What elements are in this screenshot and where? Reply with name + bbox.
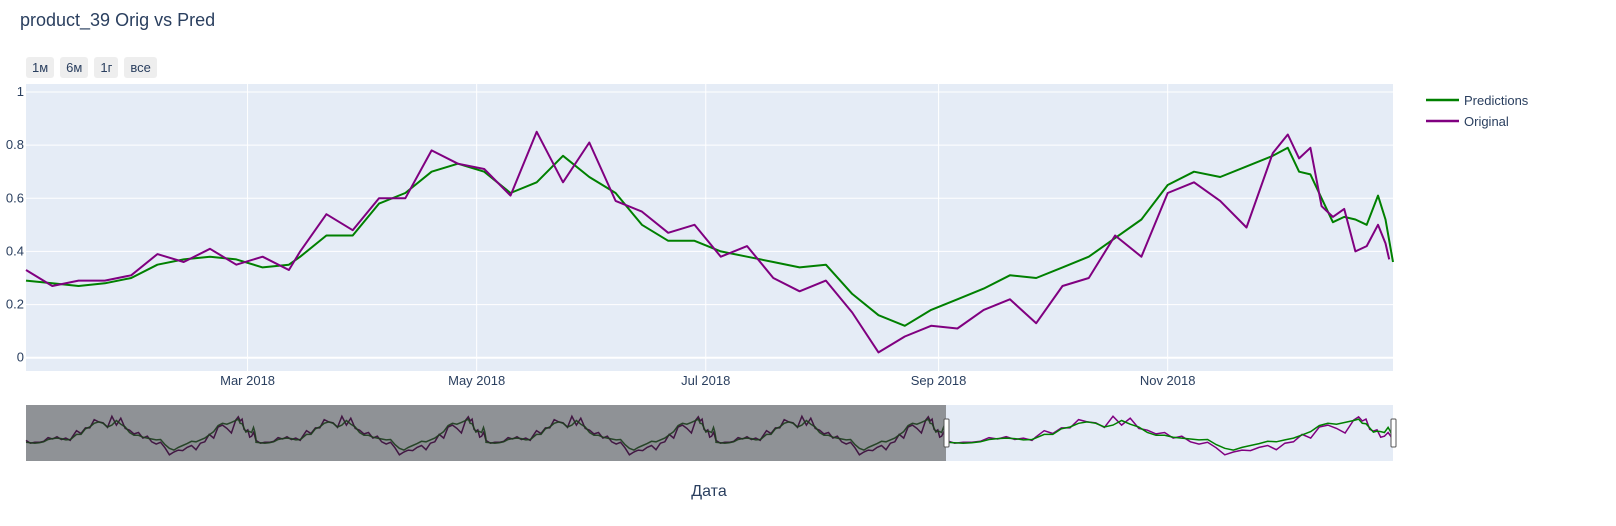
legend-item-predictions[interactable]: Predictions: [1426, 93, 1529, 108]
range-slider-left-handle[interactable]: [943, 418, 950, 448]
range-slider-masked-line-predictions: [25, 418, 947, 451]
x-grid: [247, 84, 1169, 371]
y-tick-label: 0.2: [6, 297, 24, 312]
range-slider-masked-series: [25, 414, 947, 456]
range-selector: 1м 6м 1г все: [26, 57, 157, 78]
x-tick-label: Sep 2018: [911, 373, 967, 388]
y-tick-label: 0.6: [6, 190, 24, 205]
series-layer: [25, 130, 1394, 354]
series-line-original[interactable]: [25, 130, 1391, 354]
plot-area[interactable]: [26, 84, 1393, 371]
x-axis-ticks: Mar 2018 May 2018 Jul 2018 Sep 2018 Nov 2018: [220, 373, 1195, 388]
x-tick-label: Nov 2018: [1140, 373, 1196, 388]
range-slider-line-predictions: [945, 418, 1394, 451]
range-slider-series: [945, 415, 1394, 456]
x-axis-title: Дата: [691, 483, 727, 500]
x-tick-label: Mar 2018: [220, 373, 275, 388]
range-button-all[interactable]: все: [124, 57, 157, 78]
x-tick-label: Jul 2018: [681, 373, 730, 388]
x-tick-label: May 2018: [448, 373, 505, 388]
range-button-6m[interactable]: 6м: [60, 57, 89, 78]
y-axis-ticks: 0 0.2 0.4 0.6 0.8 1: [6, 84, 24, 365]
legend-label-predictions: Predictions: [1464, 93, 1529, 108]
range-slider-mask: [26, 405, 946, 461]
legend-label-original: Original: [1464, 114, 1509, 129]
legend-item-original[interactable]: Original: [1426, 114, 1509, 129]
range-slider[interactable]: [25, 405, 1397, 461]
range-slider-right-handle[interactable]: [1390, 418, 1397, 448]
chart-title: product_39 Orig vs Pred: [20, 10, 216, 30]
range-button-1y[interactable]: 1г: [94, 57, 119, 78]
series-line-predictions[interactable]: [25, 146, 1394, 327]
legend: Predictions Original: [1426, 93, 1529, 129]
y-tick-label: 0: [17, 350, 24, 365]
y-tick-label: 1: [17, 84, 24, 99]
y-tick-label: 0.4: [6, 243, 24, 258]
range-button-1m[interactable]: 1м: [26, 57, 55, 78]
y-tick-label: 0.8: [6, 137, 24, 152]
